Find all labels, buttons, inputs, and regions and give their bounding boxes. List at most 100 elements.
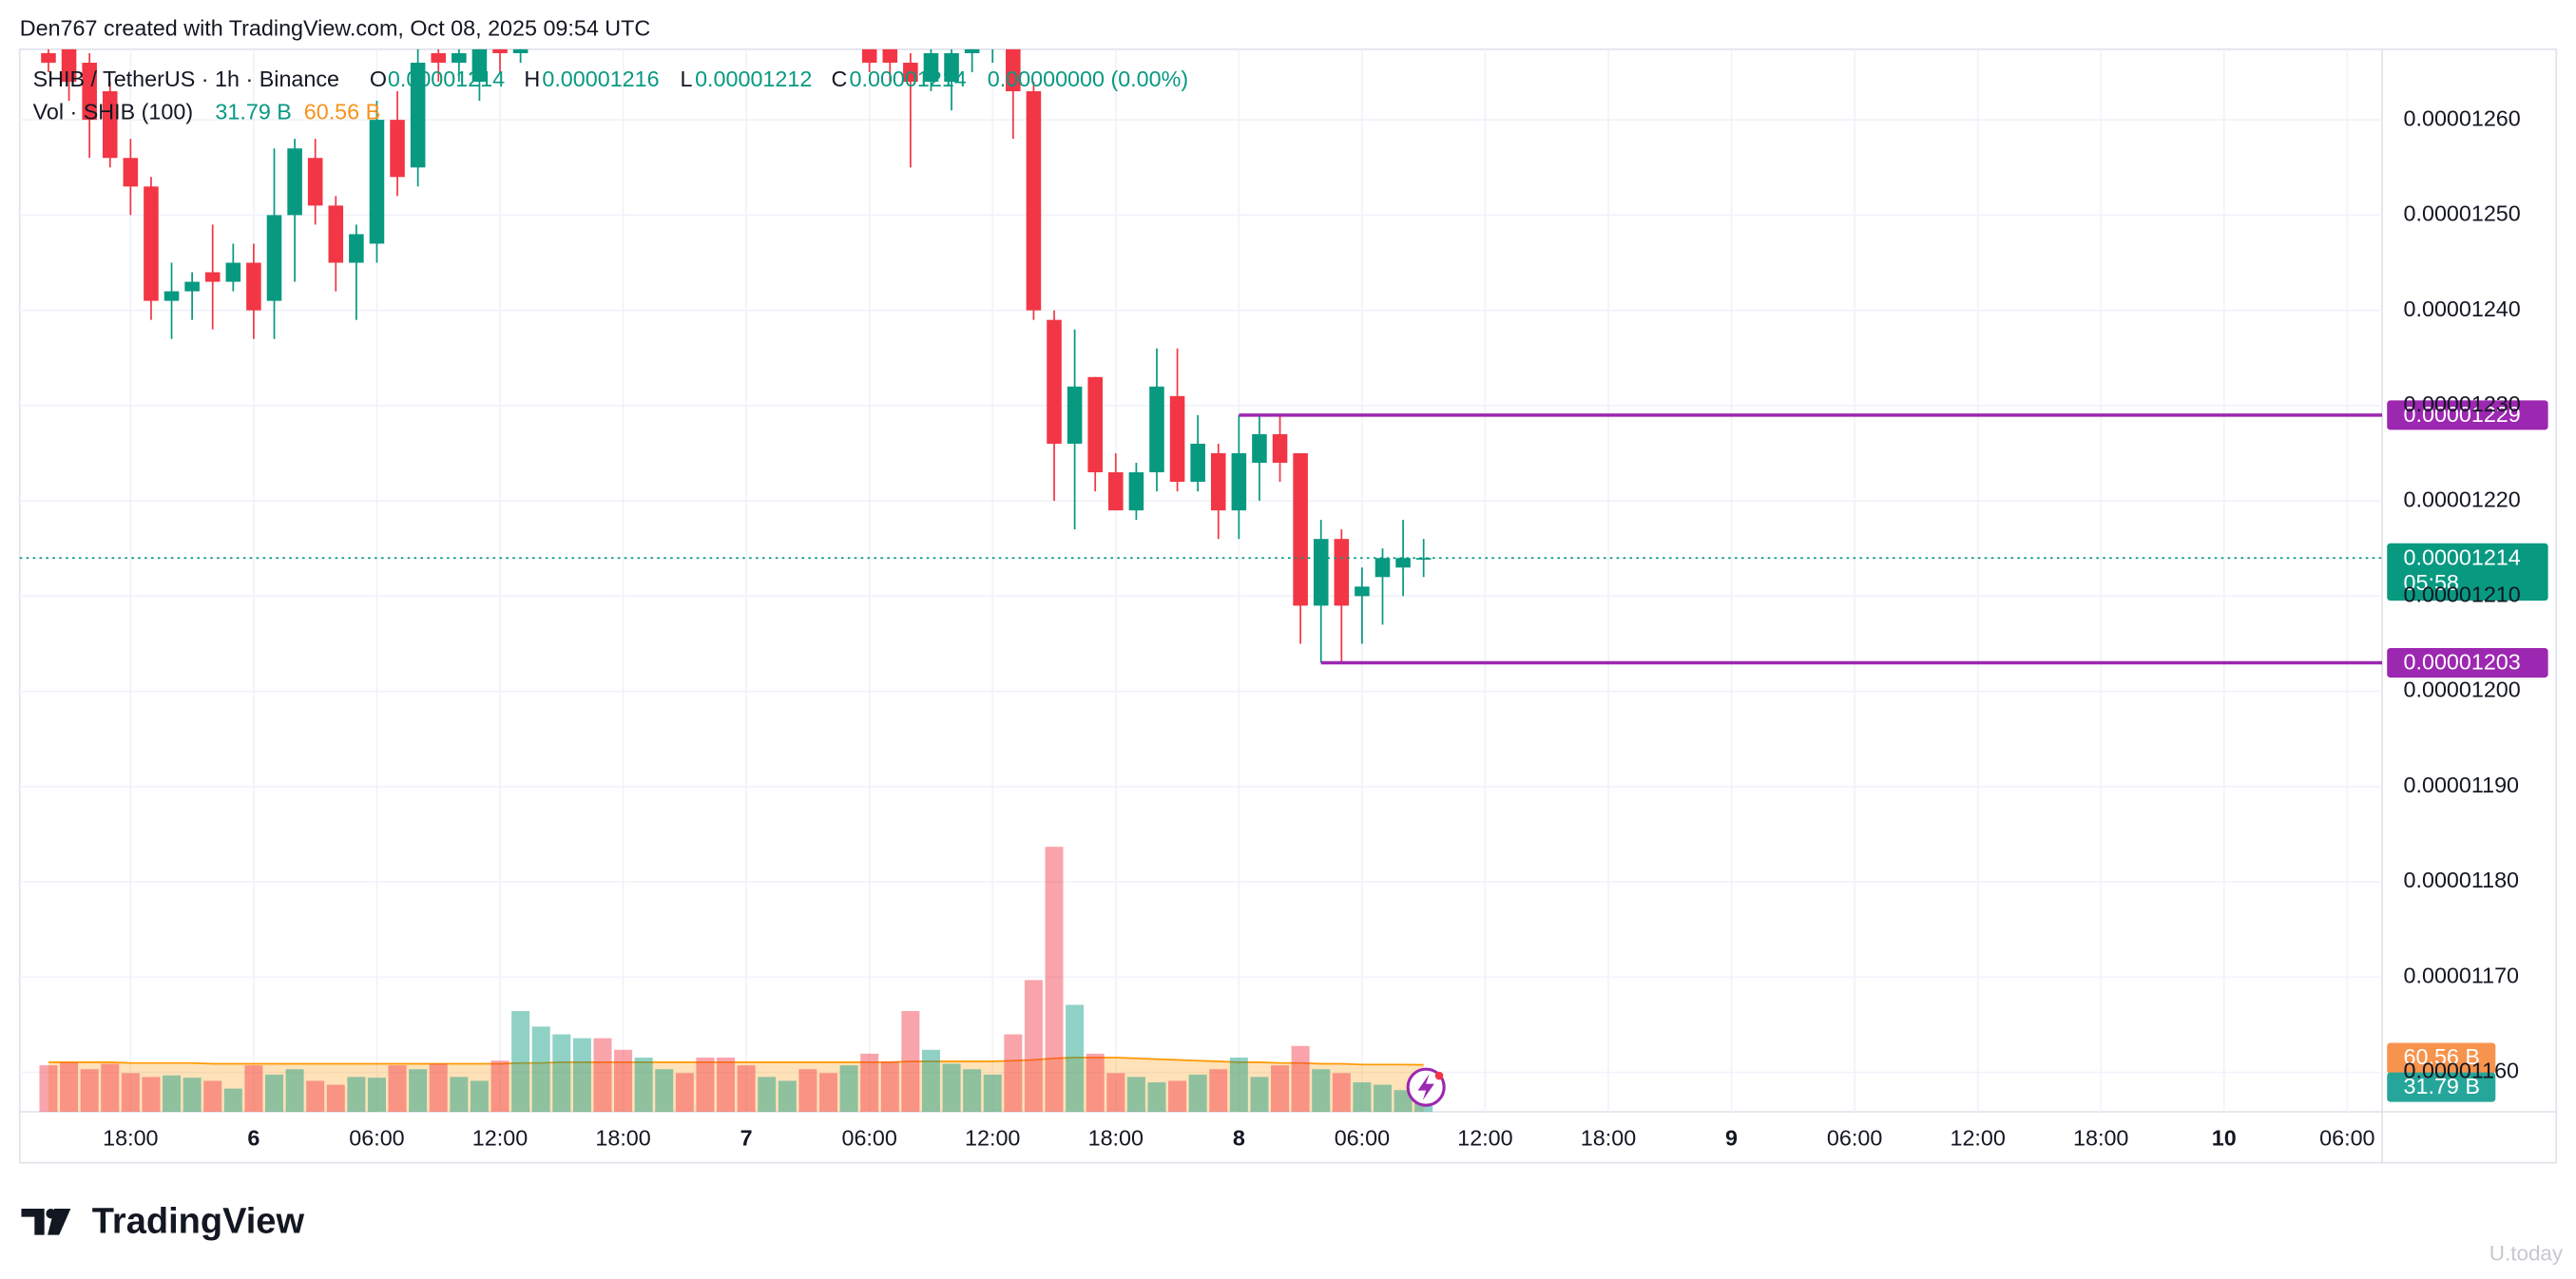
volume-bar <box>1188 1074 1207 1113</box>
candle-body <box>1334 539 1350 606</box>
volume-bar <box>142 1077 161 1113</box>
volume-bar <box>1332 1073 1351 1113</box>
y-tick-label: 0.00001180 <box>2404 868 2520 892</box>
volume-bar <box>1024 980 1043 1113</box>
volume-bar <box>818 1073 838 1113</box>
x-tick-label: 18:00 <box>103 1126 158 1151</box>
candle-body <box>328 205 344 263</box>
header: Den767 created with TradingView.com, Oct… <box>20 15 651 40</box>
volume-bar <box>264 1074 284 1113</box>
volume-bar <box>531 1026 550 1113</box>
volume-bar <box>839 1065 858 1113</box>
volume-bar <box>1126 1077 1145 1113</box>
volume-bar <box>80 1069 99 1113</box>
x-tick-label: 12:00 <box>965 1126 1020 1151</box>
volume-bar <box>860 1053 879 1113</box>
candle-body <box>1149 386 1164 473</box>
volume-bar <box>244 1065 263 1113</box>
candle-body <box>102 91 118 159</box>
volume-ma-line <box>48 1057 1424 1066</box>
countdown: 05:58 <box>2404 570 2459 595</box>
candle-body <box>1026 91 1042 311</box>
volume-bar <box>203 1080 222 1113</box>
volume-bar <box>1106 1073 1125 1113</box>
volume-bar <box>183 1078 202 1113</box>
volume-bar <box>696 1057 715 1113</box>
volume-bar <box>490 1060 509 1113</box>
volume-ma-area <box>48 1057 1424 1113</box>
candle-body <box>1293 452 1308 606</box>
x-tick-label: 18:00 <box>595 1126 650 1151</box>
x-tick-label: 12:00 <box>1950 1126 2005 1151</box>
legend-value: 0.00001214 <box>388 67 505 91</box>
volume-bar <box>450 1077 469 1113</box>
volume-bar <box>634 1057 653 1113</box>
candle-body <box>492 48 508 53</box>
candle-body <box>964 48 980 53</box>
y-tick-label: 0.00001210 <box>2404 582 2521 607</box>
candle-body <box>1231 452 1247 511</box>
x-tick-label: 06:00 <box>349 1126 404 1151</box>
legend-change: 0.00000000 (0.00%) <box>988 67 1188 91</box>
candle-body <box>1067 386 1083 444</box>
volume-value: 31.79 B <box>215 99 291 124</box>
last-price-box <box>2387 543 2548 601</box>
x-tick-label: 06:00 <box>1827 1126 1882 1151</box>
candle-body <box>123 158 139 187</box>
x-tick-label: 06:00 <box>1335 1126 1390 1151</box>
volume-bar <box>921 1049 940 1113</box>
volume-bar <box>552 1034 571 1113</box>
candle-body <box>841 6 856 15</box>
volume-bar <box>572 1038 591 1113</box>
legend-value: 0.00001214 <box>850 67 967 91</box>
candle-body <box>861 48 877 63</box>
y-tick-label: 0.00001260 <box>2404 105 2521 130</box>
candle-body <box>184 281 200 292</box>
candle-body <box>82 62 97 121</box>
volume-bar <box>778 1080 797 1113</box>
level-label-box <box>2387 400 2548 430</box>
legend-key: H <box>524 67 540 91</box>
legend-key: C <box>832 67 848 91</box>
volume-bar <box>758 1077 777 1113</box>
volume-bar <box>121 1073 140 1113</box>
candle-body <box>246 262 261 311</box>
volume-bar <box>1209 1069 1228 1113</box>
candle-body <box>923 52 939 83</box>
volume-bar <box>1373 1084 1392 1113</box>
volume-bar <box>798 1069 817 1113</box>
candle-body <box>1190 443 1205 483</box>
volume-bar <box>942 1063 961 1113</box>
volume-ma-value: 60.56 B <box>304 99 380 124</box>
level-label: 0.00001203 <box>2404 650 2521 675</box>
volume-bar <box>1086 1053 1105 1113</box>
volume-bar <box>1271 1065 1290 1113</box>
volume-pane <box>39 847 1433 1113</box>
x-tick-label: 18:00 <box>1088 1126 1144 1151</box>
alert-icon[interactable] <box>1406 1067 1446 1107</box>
volume-bar <box>470 1080 489 1113</box>
volume-bar <box>1312 1069 1331 1113</box>
chart-frame <box>18 48 2558 1164</box>
candle-body <box>1375 558 1391 578</box>
volume-bar <box>1394 1090 1413 1113</box>
volume-ma-label: 60.56 B <box>2404 1044 2480 1069</box>
volume-bar <box>1147 1082 1166 1113</box>
y-tick-label: 0.00001190 <box>2404 773 2520 797</box>
candle-body <box>471 48 488 83</box>
candle-body <box>1210 452 1226 511</box>
candle-body <box>225 262 241 282</box>
x-tick-label: 18:00 <box>1581 1126 1636 1151</box>
volume-bar <box>1168 1080 1187 1113</box>
volume-bar <box>1004 1034 1023 1113</box>
volume-ma-label-box <box>2387 1042 2496 1075</box>
volume-bar <box>655 1069 674 1113</box>
candle-body <box>512 48 529 53</box>
candles <box>41 6 1432 663</box>
volume-bar <box>593 1038 612 1113</box>
last-price-label: 0.00001214 <box>2404 544 2521 569</box>
candle-body <box>266 215 282 301</box>
candle-body <box>307 158 323 206</box>
